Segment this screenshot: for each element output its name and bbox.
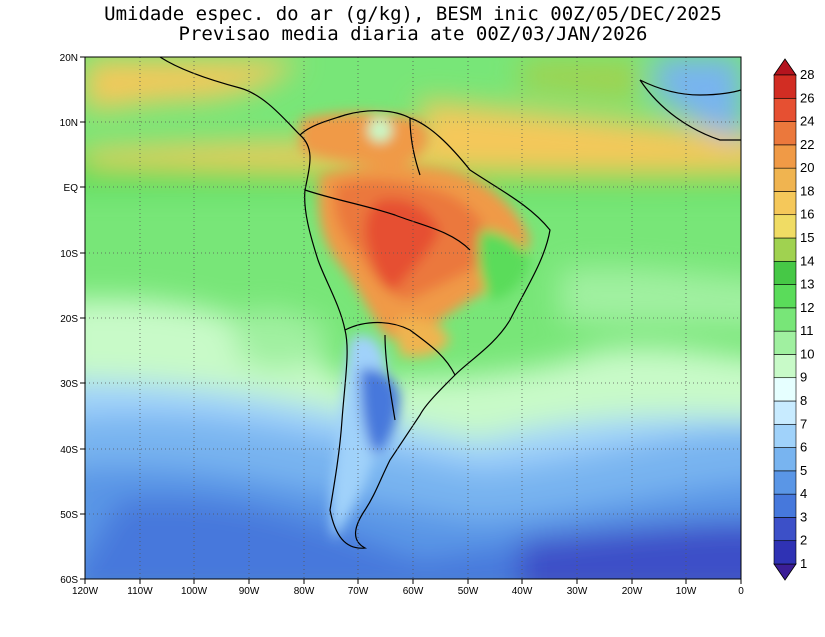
lon-tick-label: 10W [676, 586, 697, 597]
colorbar-segment [773, 214, 797, 239]
lon-tick-label: 90W [239, 586, 260, 597]
colorbar-label: 18 [800, 183, 814, 198]
colorbar-segment [773, 330, 797, 355]
colorbar-segment [773, 284, 797, 309]
colorbar-segment [773, 191, 797, 216]
lon-tick-label: 70W [348, 586, 369, 597]
lon-tick-label: 20W [622, 586, 643, 597]
colorbar-label: 8 [800, 393, 807, 408]
lat-tick-label: 40S [60, 445, 78, 456]
grid-lines [85, 57, 741, 579]
colorbar-segment [773, 144, 797, 169]
lat-tick-label: 50S [60, 510, 78, 521]
map-title-line1: Umidade espec. do ar (g/kg), BESM inic 0… [104, 3, 722, 25]
lon-tick-label: 110W [127, 586, 153, 597]
lat-tick-label: EQ [64, 183, 79, 194]
colorbar-label: 14 [800, 253, 814, 268]
humidity-field [85, 57, 741, 579]
colorbar-segment [773, 74, 797, 99]
lat-axis: 20N 10N EQ 10S 20S 30S 40S 50S 60S [60, 53, 85, 586]
colorbar-segment [773, 470, 797, 495]
colorbar-label: 12 [800, 300, 814, 315]
colorbar-segment [773, 423, 797, 448]
lon-axis: 120W 110W 100W 90W 80W 70W 60W 50W 40W 3… [72, 579, 744, 597]
lat-tick-label: 10S [60, 249, 78, 260]
lat-tick-label: 10N [60, 118, 78, 129]
colorbar-label: 10 [800, 346, 814, 361]
colorbar-segment [773, 237, 797, 262]
lat-tick-label: 20S [60, 314, 78, 325]
colorbar-label: 11 [800, 323, 814, 338]
lon-tick-label: 100W [181, 586, 208, 597]
colorbar-max-arrow [773, 58, 797, 76]
lat-tick-label: 30S [60, 379, 78, 390]
colorbar-min-arrow [773, 563, 797, 581]
colorbar-label: 15 [800, 230, 814, 245]
lon-tick-label: 80W [294, 586, 315, 597]
lon-tick-label: 0 [738, 586, 744, 597]
colorbar-label: 9 [800, 370, 807, 385]
map-title-line2: Previsao media diaria ate 00Z/03/JAN/202… [178, 23, 648, 45]
colorbar-segment [773, 517, 797, 542]
colorbar-segment [773, 447, 797, 472]
colorbar-segment [773, 400, 797, 425]
lon-tick-label: 40W [512, 586, 533, 597]
colorbar-label: 28 [800, 67, 814, 82]
colorbar-label: 3 [800, 509, 807, 524]
colorbar-segment [773, 377, 797, 402]
colorbar-label: 5 [800, 463, 807, 478]
colorbar-segment [773, 540, 797, 565]
colorbar-segment [773, 167, 797, 192]
lon-tick-label: 120W [72, 586, 99, 597]
colorbar-segment [773, 354, 797, 379]
colorbar-label: 16 [800, 207, 814, 222]
lon-tick-label: 60W [403, 586, 424, 597]
lon-tick-label: 30W [567, 586, 588, 597]
colorbar-label: 6 [800, 440, 807, 455]
colorbar-label: 26 [800, 90, 814, 105]
colorbar-label: 2 [800, 533, 807, 548]
colorbar-segment [773, 307, 797, 332]
colorbar-label: 13 [800, 277, 814, 292]
colorbar-segment [773, 260, 797, 285]
lat-tick-label: 20N [60, 53, 78, 64]
colorbar-label: 1 [800, 556, 807, 571]
colorbar-segment [773, 121, 797, 146]
lon-tick-label: 50W [458, 586, 479, 597]
colorbar-label: 4 [800, 486, 807, 501]
colorbar-segment [773, 493, 797, 518]
colorbar-segment [773, 97, 797, 122]
coastlines [159, 57, 741, 549]
colorbar-label: 7 [800, 416, 807, 431]
colorbar-label: 22 [800, 137, 814, 152]
lat-tick-label: 60S [60, 575, 78, 586]
colorbar-label: 20 [800, 160, 814, 175]
colorbar-label: 24 [800, 114, 814, 129]
